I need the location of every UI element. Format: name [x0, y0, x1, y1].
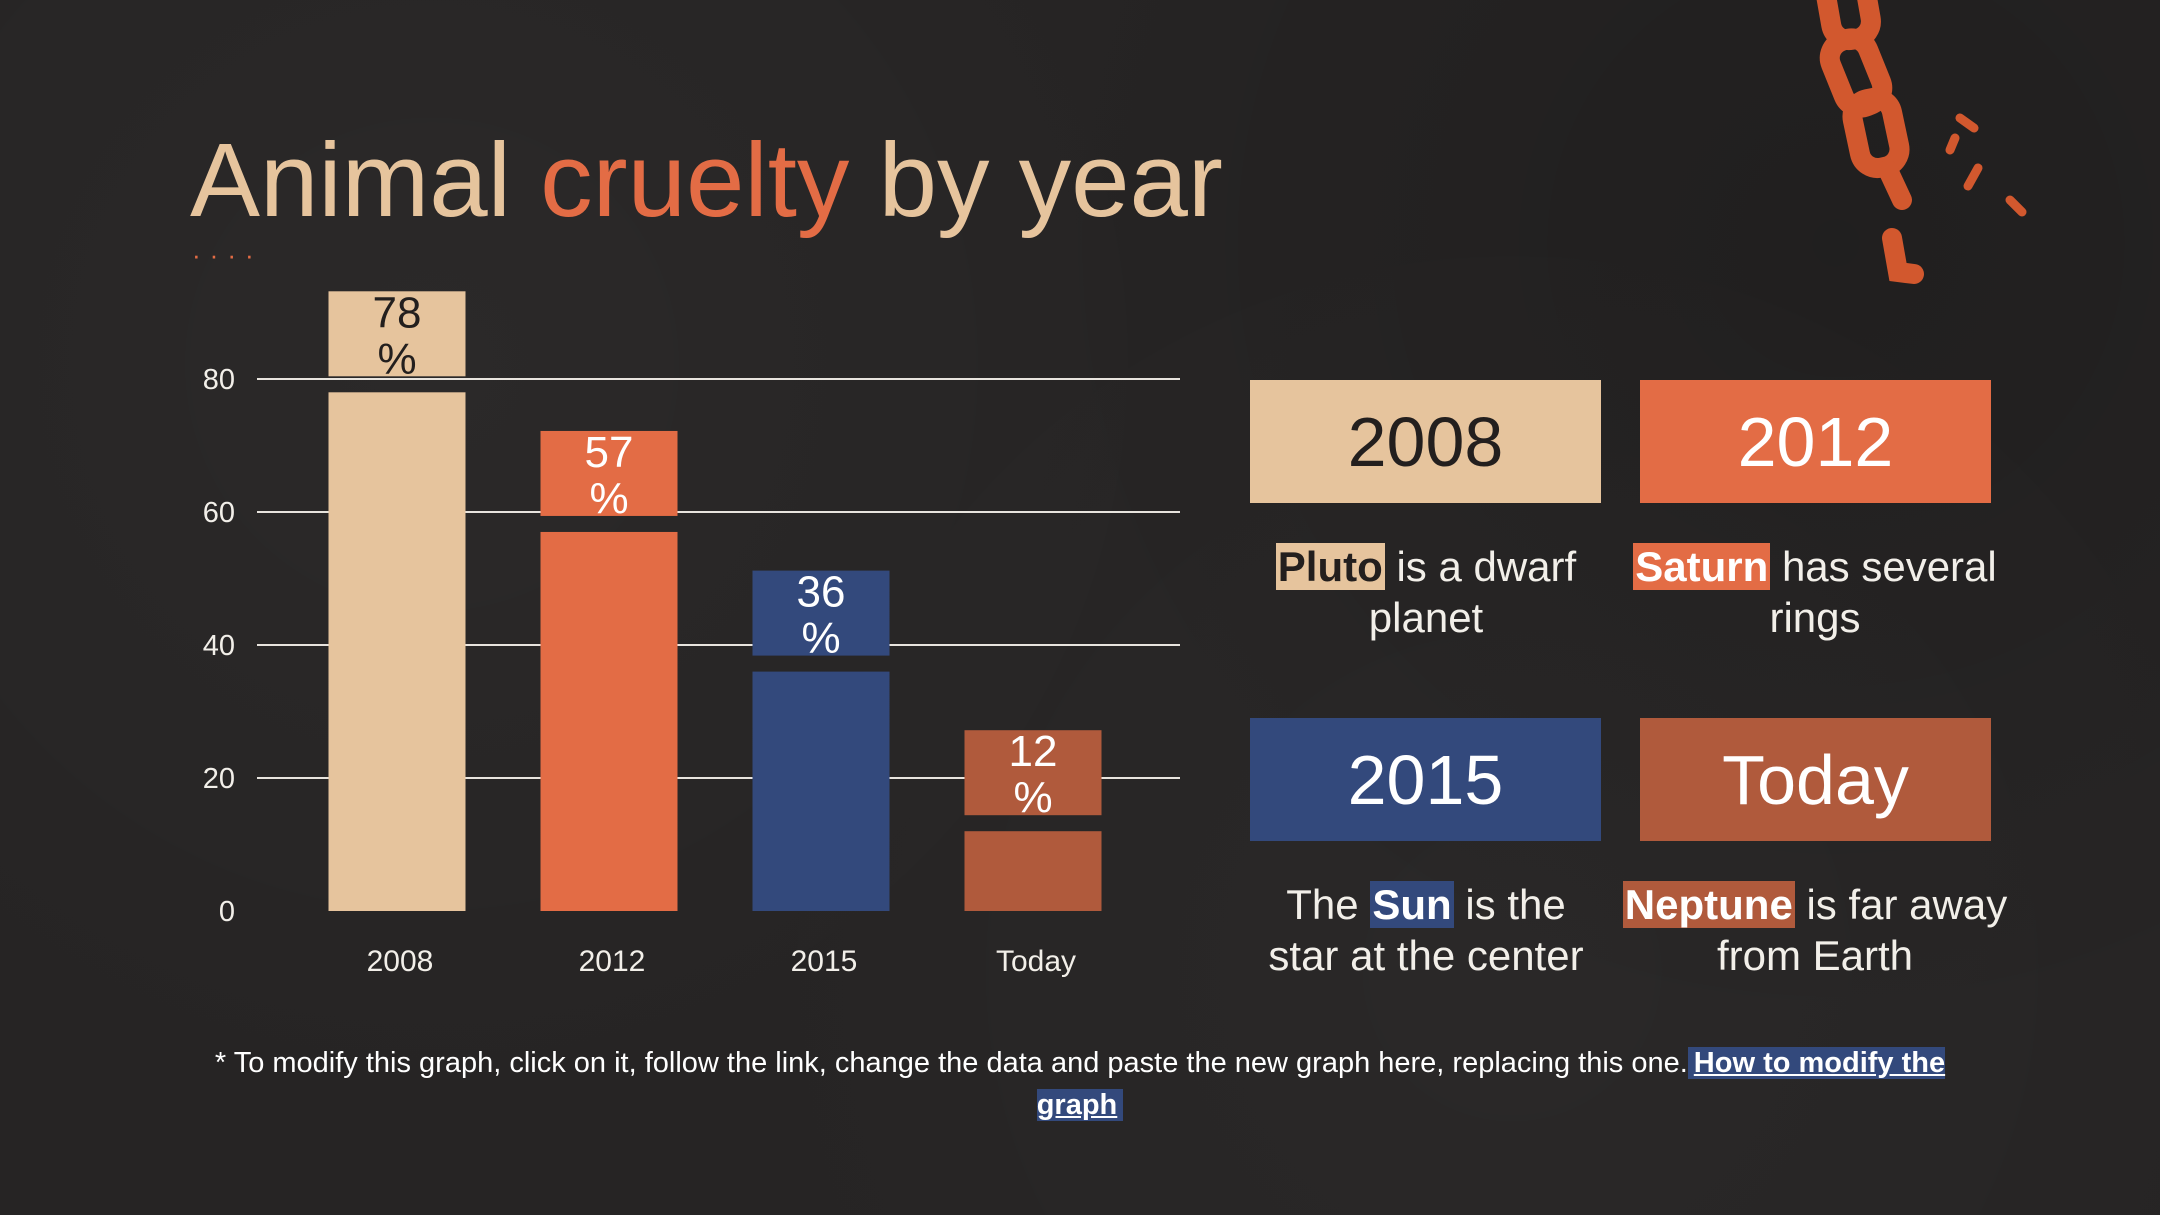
year-card-2012: 2012: [1640, 380, 1991, 503]
description-today: Neptune is far away from Earth: [1615, 879, 2015, 981]
data-label-box: [540, 430, 678, 516]
desc-after: has several rings: [1769, 543, 1997, 641]
bar-layer: [328, 392, 1102, 911]
description-2008: Pluto is a dwarf planet: [1226, 541, 1626, 643]
bar-2012: [540, 531, 678, 911]
title-part-1: Animal: [190, 122, 541, 239]
description-2015: The Sun is the star at the center: [1256, 879, 1596, 981]
year-card-2008: 2008: [1250, 380, 1601, 503]
year-card-label: 2008: [1347, 402, 1504, 481]
data-label: %: [1013, 773, 1052, 822]
desc-highlight: Pluto: [1275, 543, 1385, 590]
y-tick-label: 80: [203, 364, 235, 396]
desc-after: is the star at the center: [1268, 881, 1584, 979]
desc-highlight: Sun: [1370, 881, 1454, 928]
data-label: 36: [797, 568, 846, 617]
x-tick-label: 2008: [367, 945, 434, 978]
year-card-today: Today: [1640, 718, 1991, 841]
x-tick-label: Today: [996, 945, 1076, 978]
y-tick-label: 60: [203, 497, 235, 529]
data-label-box: [964, 730, 1102, 816]
desc-highlight: Neptune: [1622, 881, 1795, 928]
y-tick-label: 20: [203, 763, 235, 795]
title-accent: cruelty: [540, 122, 850, 239]
broken-chain-icon: [1815, 0, 2027, 284]
bar-2015: [752, 671, 890, 911]
data-label: 12: [1009, 727, 1058, 776]
year-card-label: Today: [1722, 740, 1909, 819]
year-card-2015: 2015: [1250, 718, 1601, 841]
footnote: * To modify this graph, click on it, fol…: [200, 1042, 1960, 1126]
year-card-label: 2012: [1737, 402, 1894, 481]
label-layer: 78% 2008 57% 2012 36% 2015 12% Today: [328, 288, 1102, 978]
desc-highlight: Saturn: [1633, 543, 1771, 590]
y-tick-label: 0: [219, 896, 235, 928]
desc-after: is far away from Earth: [1716, 881, 2008, 979]
data-label: 57: [585, 428, 634, 477]
title-part-2: by year: [849, 122, 1223, 239]
x-tick-label: 2015: [791, 945, 858, 978]
y-tick-label: 40: [203, 630, 235, 662]
footnote-text: * To modify this graph, click on it, fol…: [214, 1047, 1688, 1079]
bar-2008: [328, 392, 466, 911]
x-tick-label: 2012: [579, 945, 646, 978]
data-label: %: [801, 614, 840, 663]
bar-chart: 0 20 40 60 80 78% 2008 57% 2012 36% 2015 12% Today: [203, 288, 1180, 978]
data-label-box: [328, 291, 466, 377]
bar-today: [964, 831, 1102, 911]
desc-before: The: [1286, 881, 1371, 928]
title-dots-decoration: ····: [192, 240, 263, 270]
year-card-label: 2015: [1347, 740, 1504, 819]
page-title: Animal cruelty by year: [190, 128, 1223, 233]
data-label: 78: [373, 288, 422, 337]
description-2012: Saturn has several rings: [1615, 541, 2015, 643]
desc-after: is a dwarf planet: [1368, 543, 1577, 641]
data-label: %: [377, 334, 416, 383]
data-label: %: [589, 474, 628, 523]
data-label-box: [752, 570, 890, 656]
